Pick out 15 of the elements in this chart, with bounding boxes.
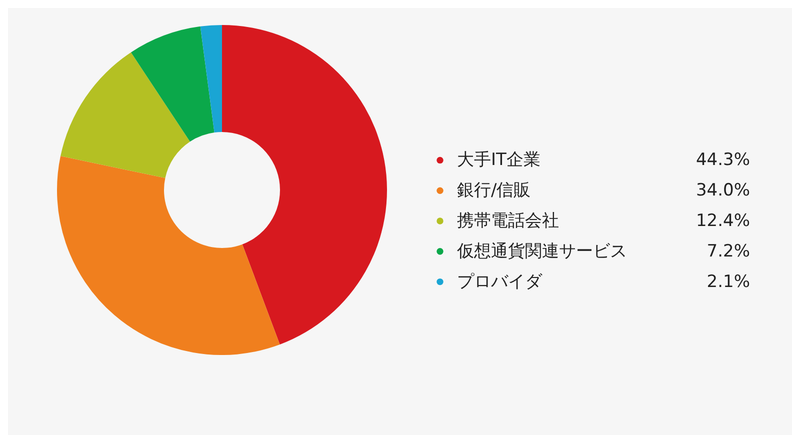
data-label: 12.4% bbox=[696, 211, 750, 231]
data-label: 7.2% bbox=[706, 241, 750, 262]
donut-slice bbox=[222, 25, 387, 345]
data-label: 44.3% bbox=[696, 150, 750, 170]
legend-label: 大手IT企業 bbox=[457, 150, 540, 170]
donut-slice bbox=[60, 52, 190, 178]
donut-slice bbox=[130, 26, 214, 142]
data-label: 34.0% bbox=[696, 180, 750, 201]
donut-slice bbox=[200, 25, 222, 133]
legend-label: 仮想通貨関連サービス bbox=[456, 241, 627, 262]
legend-label: プロバイダ bbox=[457, 272, 543, 292]
data-label: 2.1% bbox=[706, 272, 750, 292]
legend-label: 銀行/信販 bbox=[457, 180, 531, 201]
donut-slice bbox=[57, 156, 280, 355]
legend-label: 携帯電話会社 bbox=[457, 211, 559, 231]
